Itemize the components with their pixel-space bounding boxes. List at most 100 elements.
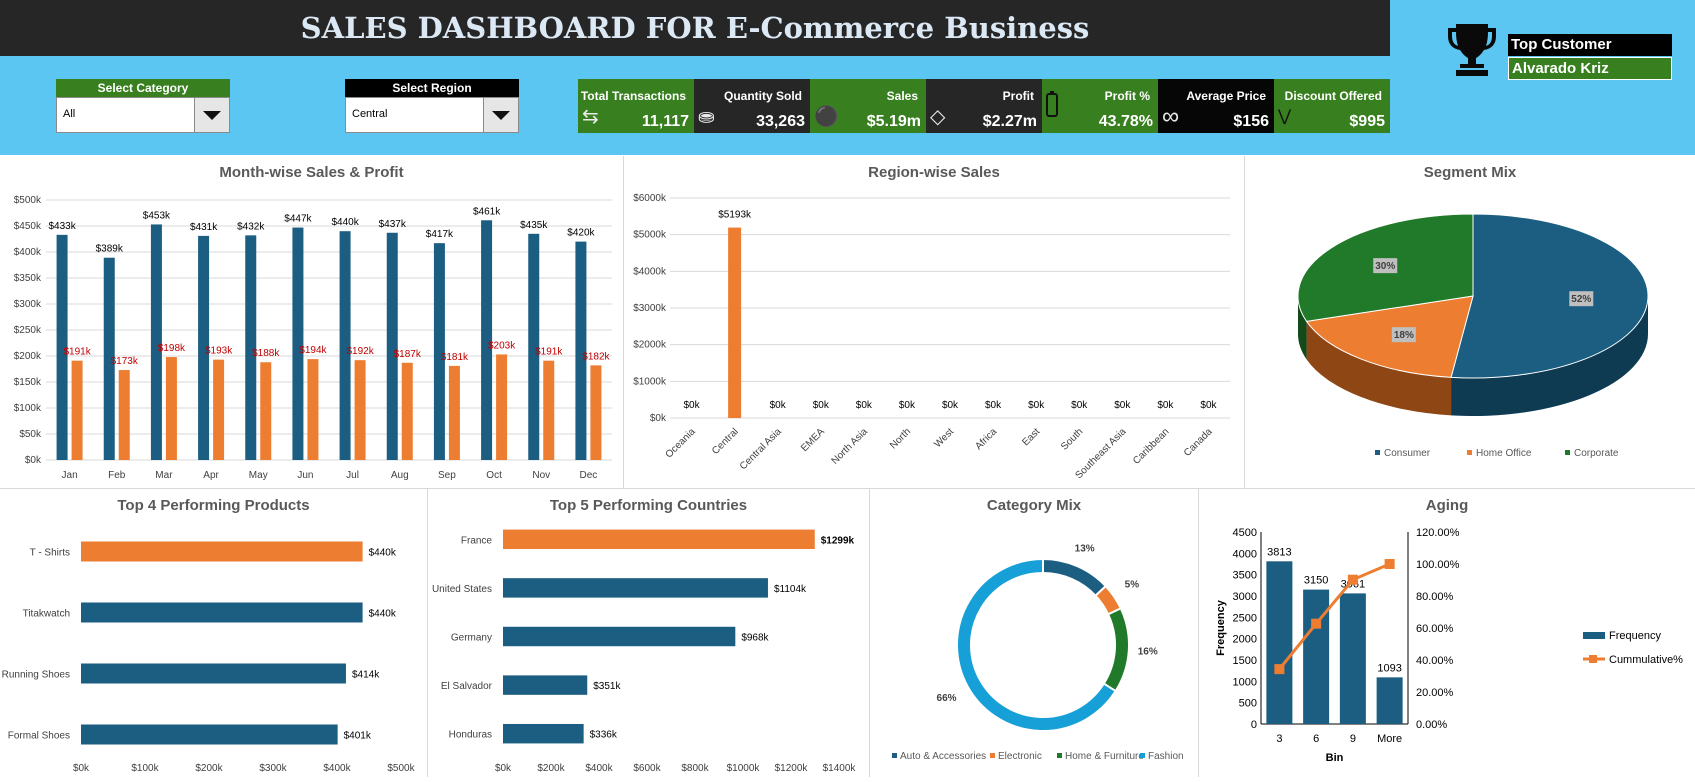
x-tick-label: Jun	[297, 470, 313, 481]
donut-slice	[956, 557, 1117, 732]
x-tick-label: 6	[1313, 733, 1319, 745]
x-tick-label: More	[1377, 733, 1402, 745]
data-label-box	[1373, 258, 1398, 274]
donut-slice	[1042, 557, 1108, 598]
profit-bar	[496, 354, 508, 460]
sales-data-label: $431k	[190, 222, 218, 233]
category-filter[interactable]: Select Category All	[56, 79, 230, 133]
category-mix-chart: 13% 5% 16% 66% Auto & Accessories Electronic H…	[892, 544, 1184, 762]
data-label: 18%	[1394, 330, 1414, 341]
data-label: 66%	[937, 693, 957, 704]
kpi-average-price: Average Price ∞ $156	[1158, 79, 1274, 133]
chart-title: Top 5 Performing Countries	[549, 497, 748, 514]
x-tick-label: Central Asia	[738, 426, 784, 472]
y-tick-label: Honduras	[449, 730, 492, 741]
kpi-value: 43.78%	[1098, 113, 1153, 130]
data-label-box	[1569, 291, 1594, 307]
sales-bar	[433, 243, 445, 460]
y-tick-label: $450k	[14, 221, 42, 232]
chevron-down-icon[interactable]	[483, 98, 518, 132]
cumulative-marker	[1347, 574, 1358, 585]
divider	[0, 488, 1695, 489]
sales-bar	[150, 224, 162, 460]
divider	[869, 489, 870, 777]
y2-tick-label: 120.00%	[1416, 527, 1460, 539]
data-label: 1093	[1377, 662, 1401, 674]
y-tick-label: $5000k	[633, 230, 667, 241]
sales-bar	[103, 257, 115, 460]
x-tick-label: $300k	[259, 763, 287, 774]
category-panel: Category Mix 13% 5% 16% 66% Auto & Accessori…	[870, 489, 1198, 777]
region-bar	[728, 227, 742, 418]
frequency-bar	[1339, 593, 1366, 724]
y-tick-label: Running Shoes	[2, 670, 70, 681]
donut-slice	[1102, 607, 1130, 693]
sales-bar	[528, 233, 540, 460]
data-label: $351k	[593, 681, 621, 692]
bar	[81, 602, 363, 623]
data-label: $0k	[813, 400, 830, 411]
category-select[interactable]: All	[56, 97, 230, 133]
chart-title: Category Mix	[986, 497, 1082, 514]
kpi-value: $5.19m	[866, 113, 921, 130]
data-label: $440k	[369, 548, 397, 559]
chart-title: Month-wise Sales & Profit	[219, 164, 404, 181]
region-select-value: Central	[352, 108, 388, 120]
sales-bar	[481, 220, 493, 460]
divider	[427, 489, 428, 777]
x-tick-label: Oct	[486, 470, 502, 481]
bar	[503, 626, 736, 647]
sales-bar	[292, 227, 304, 460]
y-tick-label: Formal Shoes	[8, 731, 70, 742]
legend-label: Consumer	[1384, 448, 1431, 459]
profit-data-label: $181k	[441, 352, 469, 363]
legend-label: Frequency	[1609, 630, 1661, 642]
dashboard-title: SALES DASHBOARD FOR E-Commerce Business	[300, 11, 1090, 45]
x-tick-label: $800k	[681, 763, 709, 774]
y-tick-label: $350k	[14, 273, 42, 284]
bar	[81, 724, 338, 745]
x-tick-label: $600k	[633, 763, 661, 774]
x-tick-label: $400k	[323, 763, 351, 774]
profit-bar	[448, 365, 460, 460]
category-select-value: All	[63, 108, 76, 120]
legend-label: Auto & Accessories	[900, 751, 986, 762]
legend-swatch	[990, 753, 995, 758]
y-tick-label: 3000	[1233, 591, 1257, 603]
kpi-profit-percent: Profit % 43.78%	[1042, 79, 1158, 133]
kpi-label: Total Transactions	[580, 89, 686, 103]
legend-swatch	[1375, 450, 1380, 455]
bar	[503, 723, 584, 744]
data-label: $440k	[369, 609, 397, 620]
region-filter[interactable]: Select Region Central	[345, 79, 519, 133]
region-select[interactable]: Central	[345, 97, 519, 133]
legend-label: Electronic	[998, 751, 1042, 762]
y-tick-label: Germany	[451, 633, 492, 644]
pie-slice-side	[1298, 296, 1307, 360]
x-tick-label: $500k	[387, 763, 415, 774]
x-tick-label: Africa	[973, 426, 999, 452]
data-label: 16%	[1138, 647, 1158, 658]
aging-chart: 0 500 1000 1500 2000 2500 3000 3500 4000 4500 0.00…	[1215, 527, 1683, 764]
sales-bar	[198, 235, 210, 460]
sales-bar	[56, 234, 68, 460]
y-tick-label: 2000	[1233, 634, 1257, 646]
sales-data-label: $440k	[331, 217, 359, 228]
sales-data-label: $461k	[473, 206, 501, 217]
chart-title: Region-wise Sales	[868, 164, 1000, 181]
y-axis-title: Frequency	[1215, 599, 1227, 656]
infinity-icon: ∞	[1162, 103, 1180, 130]
profit-bar	[71, 360, 83, 460]
kpi-profit: Profit ◇ $2.27m	[926, 79, 1042, 133]
chevron-down-icon[interactable]	[194, 98, 229, 132]
divider	[623, 156, 624, 488]
top-customer-label: Top Customer	[1508, 34, 1672, 56]
x-tick-label: Nov	[532, 470, 550, 481]
month-sales-profit-chart: $0k $50k $100k $150k $200k $250k $300k $350k $40…	[14, 195, 612, 481]
y-tick-label: $3000k	[633, 303, 667, 314]
kpi-value: $2.27m	[982, 113, 1037, 130]
y-tick-label: 3500	[1233, 570, 1257, 582]
kpi-label: Average Price	[1186, 89, 1266, 103]
x-tick-label: Jul	[346, 470, 359, 481]
region-sales-chart: $0k $1000k $2000k $3000k $4000k $5000k $6000k $…	[633, 193, 1230, 481]
